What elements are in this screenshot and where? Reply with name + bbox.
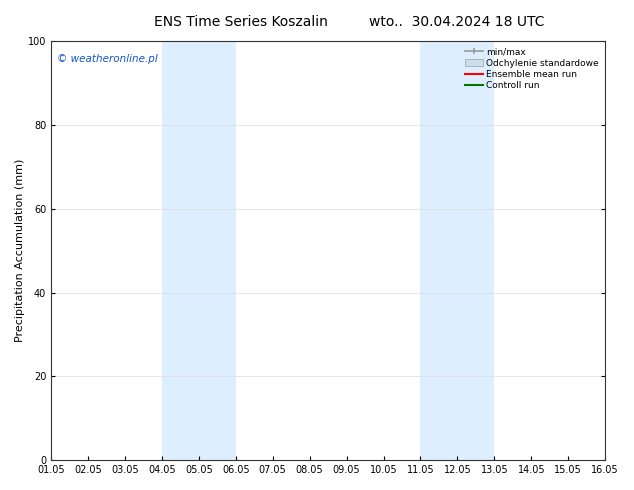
Y-axis label: Precipitation Accumulation (mm): Precipitation Accumulation (mm) <box>15 159 25 343</box>
Text: © weatheronline.pl: © weatheronline.pl <box>56 53 157 64</box>
Text: ENS Time Series Koszalin: ENS Time Series Koszalin <box>154 15 328 29</box>
Text: wto..  30.04.2024 18 UTC: wto.. 30.04.2024 18 UTC <box>369 15 544 29</box>
Legend: min/max, Odchylenie standardowe, Ensemble mean run, Controll run: min/max, Odchylenie standardowe, Ensembl… <box>463 46 600 92</box>
Bar <box>162 41 236 460</box>
Bar <box>420 41 495 460</box>
